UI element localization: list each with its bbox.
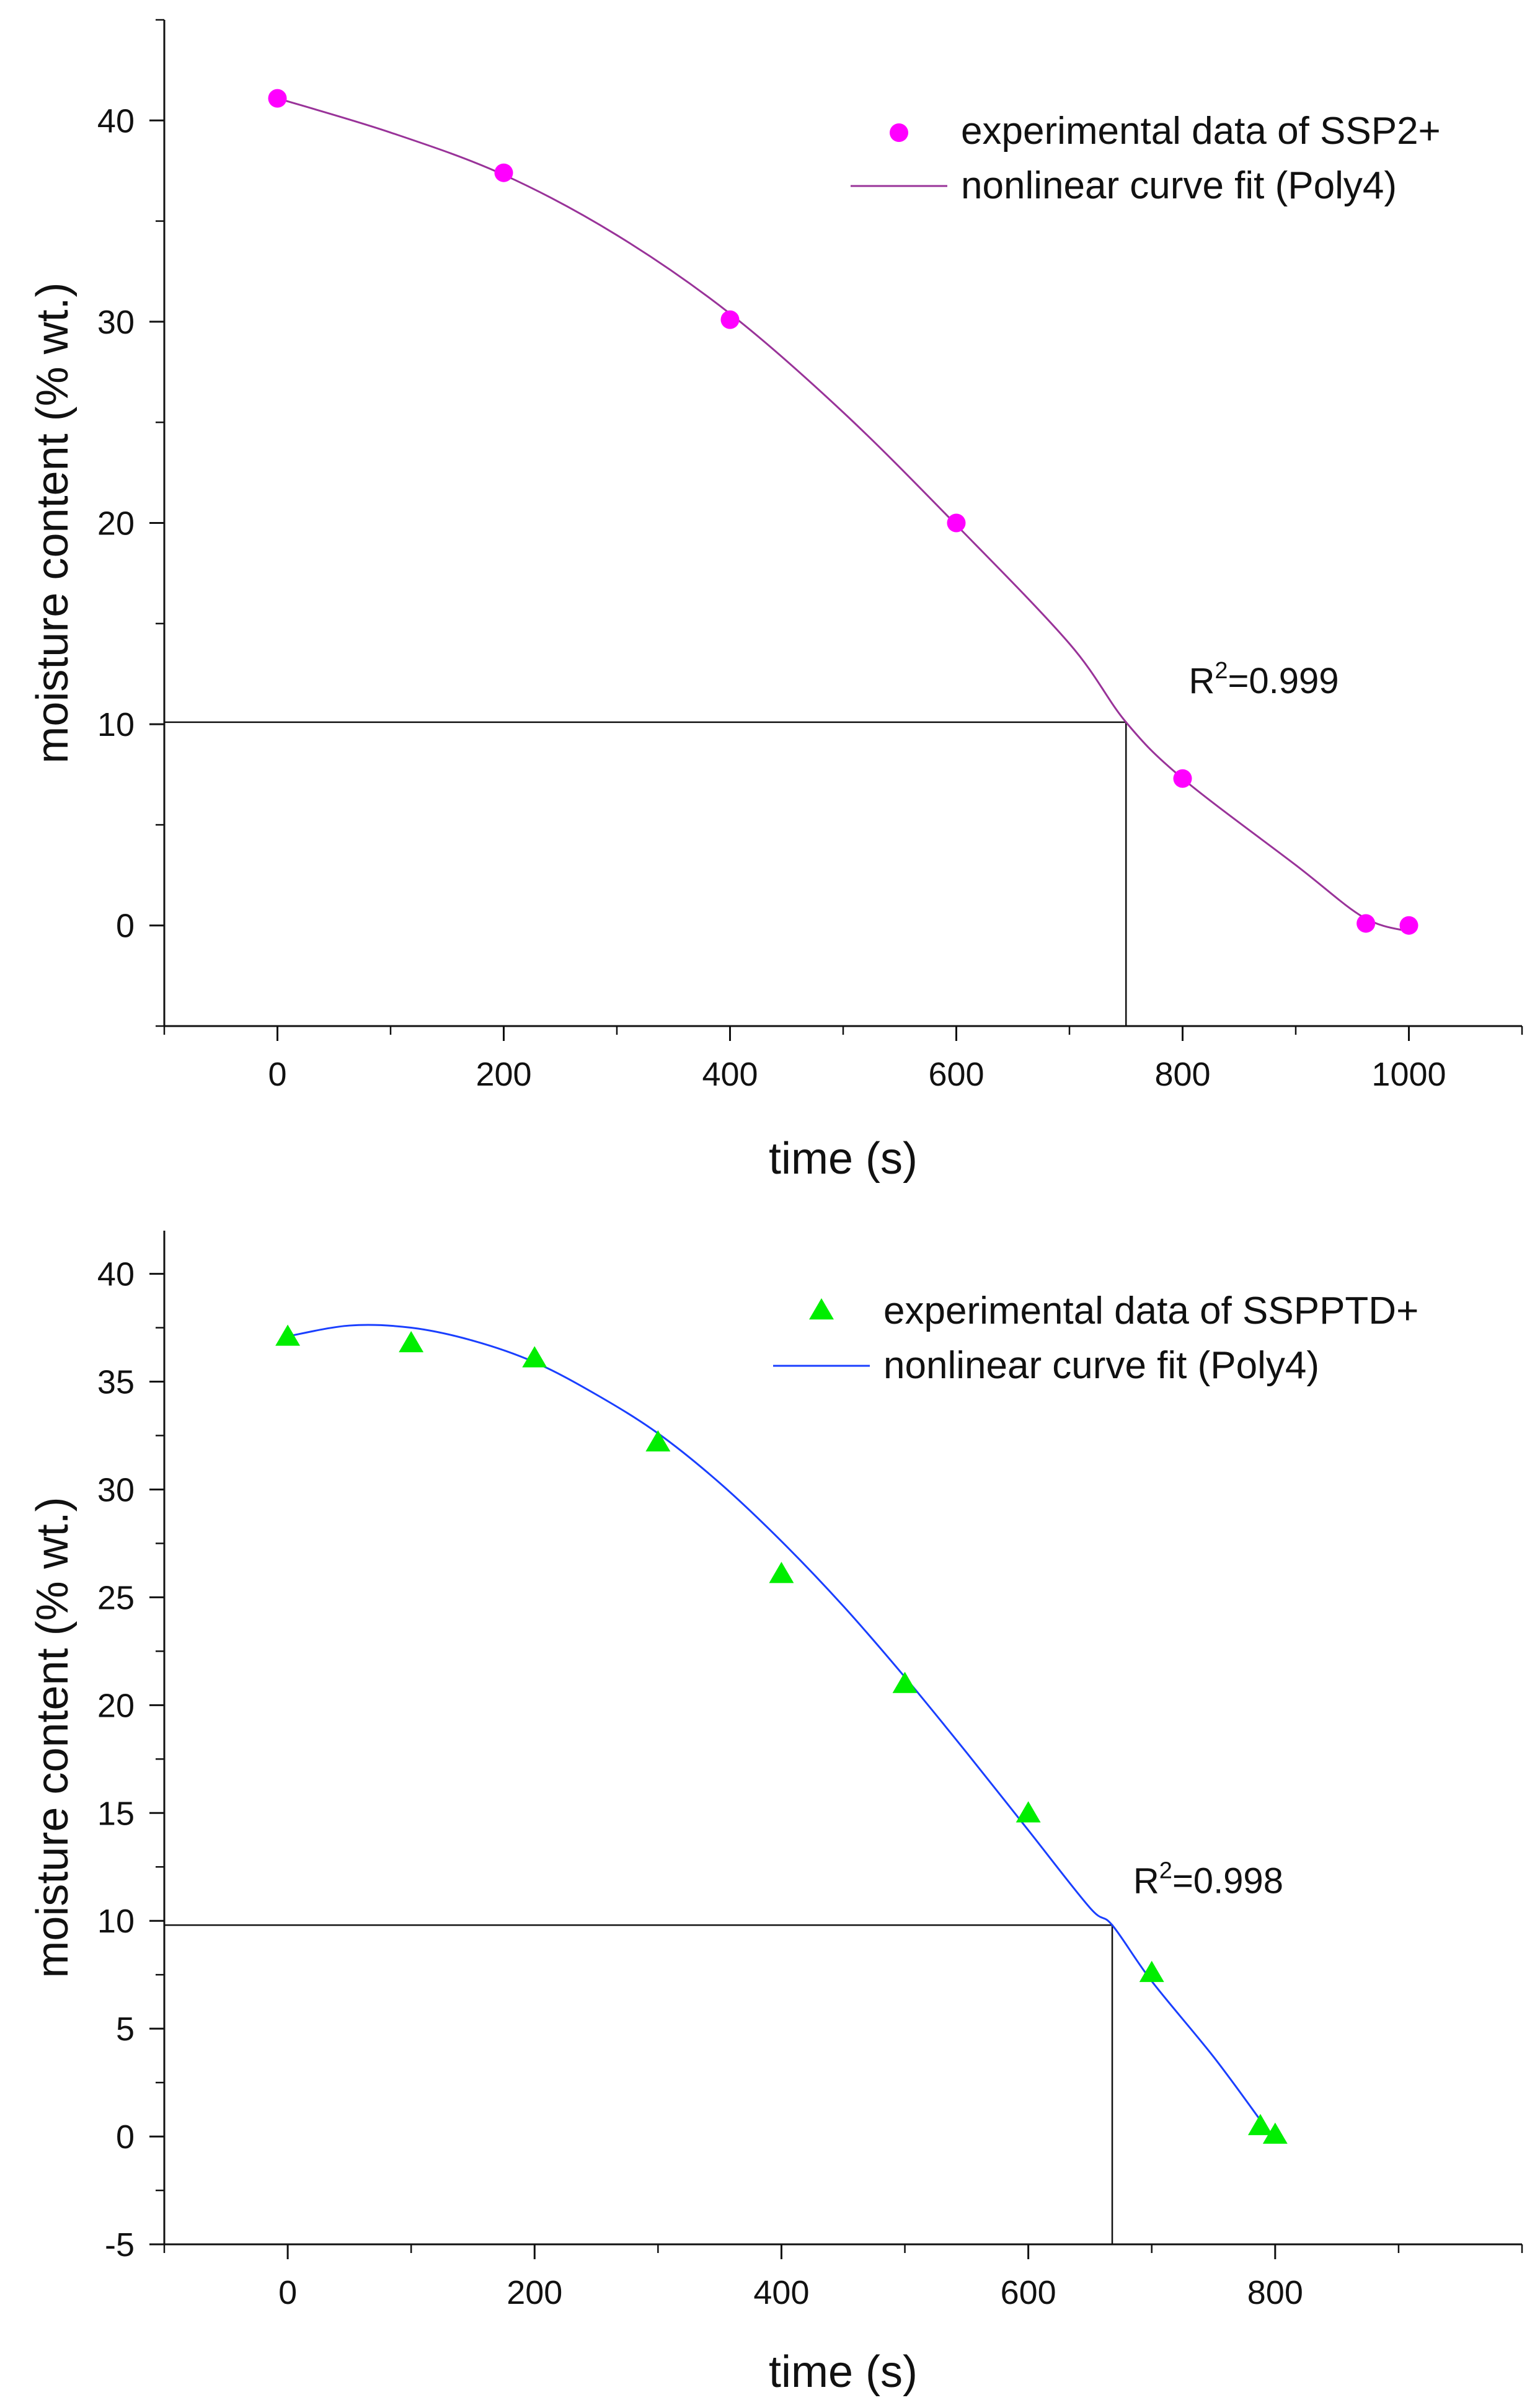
y-tick-label: 40 xyxy=(97,102,135,139)
data-point xyxy=(494,163,513,182)
data-point xyxy=(947,513,966,533)
data-point xyxy=(1356,914,1376,933)
y-axis-title: moisture content (% wt.) xyxy=(28,1497,77,1978)
data-point xyxy=(645,1430,671,1452)
y-axis-title: moisture content (% wt.) xyxy=(28,282,77,763)
legend: experimental data of SSPPTD+ nonlinear cu… xyxy=(773,1290,1418,1387)
y-tick-label: 40 xyxy=(97,1256,135,1293)
y-tick-label: 5 xyxy=(116,2011,135,2048)
data-point xyxy=(1247,2114,1273,2135)
r-squared-label: R2=0.999 xyxy=(1189,658,1339,701)
guide-line xyxy=(164,1924,1113,2244)
x-tick-label: 0 xyxy=(278,2274,297,2311)
legend-label: nonlinear curve fit (Poly4) xyxy=(961,164,1397,207)
y-tick-label: 0 xyxy=(116,908,135,945)
y-tick-label: 30 xyxy=(97,1471,135,1508)
y-tick-label: -5 xyxy=(105,2226,135,2264)
x-tick-label: 400 xyxy=(753,2274,809,2311)
legend-label: nonlinear curve fit (Poly4) xyxy=(883,1344,1319,1387)
data-point xyxy=(275,1324,301,1346)
data-point xyxy=(268,89,287,108)
fit-curve xyxy=(287,1324,1264,2125)
y-tick-label: 20 xyxy=(97,505,135,542)
y-tick-label: 35 xyxy=(97,1364,135,1401)
x-tick-label: 0 xyxy=(268,1056,286,1093)
y-tick-label: 10 xyxy=(97,1903,135,1940)
data-point xyxy=(522,1346,547,1368)
y-tick-label: 0 xyxy=(116,2118,135,2156)
data-point xyxy=(1399,916,1418,935)
guide-line xyxy=(164,721,1127,1026)
y-tick-label: 20 xyxy=(97,1687,135,1724)
data-point xyxy=(720,310,740,329)
legend: experimental data of SSP2+ nonlinear curv… xyxy=(851,110,1441,207)
x-tick-label: 200 xyxy=(507,2274,562,2311)
chart-ssp2: 0 200 400 600 800 1000 0 10 20 30 40 time (s) moistu… xyxy=(28,19,1523,1184)
y-tick-label: 15 xyxy=(97,1795,135,1832)
y-tick-label: 25 xyxy=(97,1579,135,1616)
data-point xyxy=(1262,2122,1288,2144)
x-tick-label: 800 xyxy=(1154,1056,1210,1093)
x-tick-label: 800 xyxy=(1247,2274,1303,2311)
x-tick-label: 200 xyxy=(476,1056,531,1093)
x-tick-label: 600 xyxy=(1001,2274,1056,2311)
legend-marker xyxy=(809,1298,834,1320)
fit-curve xyxy=(277,97,1409,932)
data-point xyxy=(1139,1960,1164,1982)
x-axis-title: time (s) xyxy=(769,2347,918,2397)
r-squared-label: R2=0.998 xyxy=(1133,1857,1283,1901)
data-point xyxy=(1173,769,1192,788)
legend-marker xyxy=(890,123,908,142)
legend-label: experimental data of SSPPTD+ xyxy=(883,1290,1418,1332)
x-axis-title: time (s) xyxy=(769,1134,918,1184)
legend-label: experimental data of SSP2+ xyxy=(961,110,1441,153)
y-tick-label: 10 xyxy=(97,706,135,743)
y-tick-label: 30 xyxy=(97,304,135,341)
x-tick-label: 400 xyxy=(702,1056,758,1093)
data-point xyxy=(1016,1801,1041,1823)
data-point xyxy=(399,1330,424,1353)
data-point xyxy=(892,1671,918,1693)
chart-ssptd: 0 200 400 600 800 -5 0 5 10 15 20 25 30 35 40 time (s) m… xyxy=(28,1231,1523,2397)
data-point xyxy=(769,1562,794,1583)
x-tick-label: 1000 xyxy=(1371,1056,1446,1093)
x-tick-label: 600 xyxy=(928,1056,984,1093)
